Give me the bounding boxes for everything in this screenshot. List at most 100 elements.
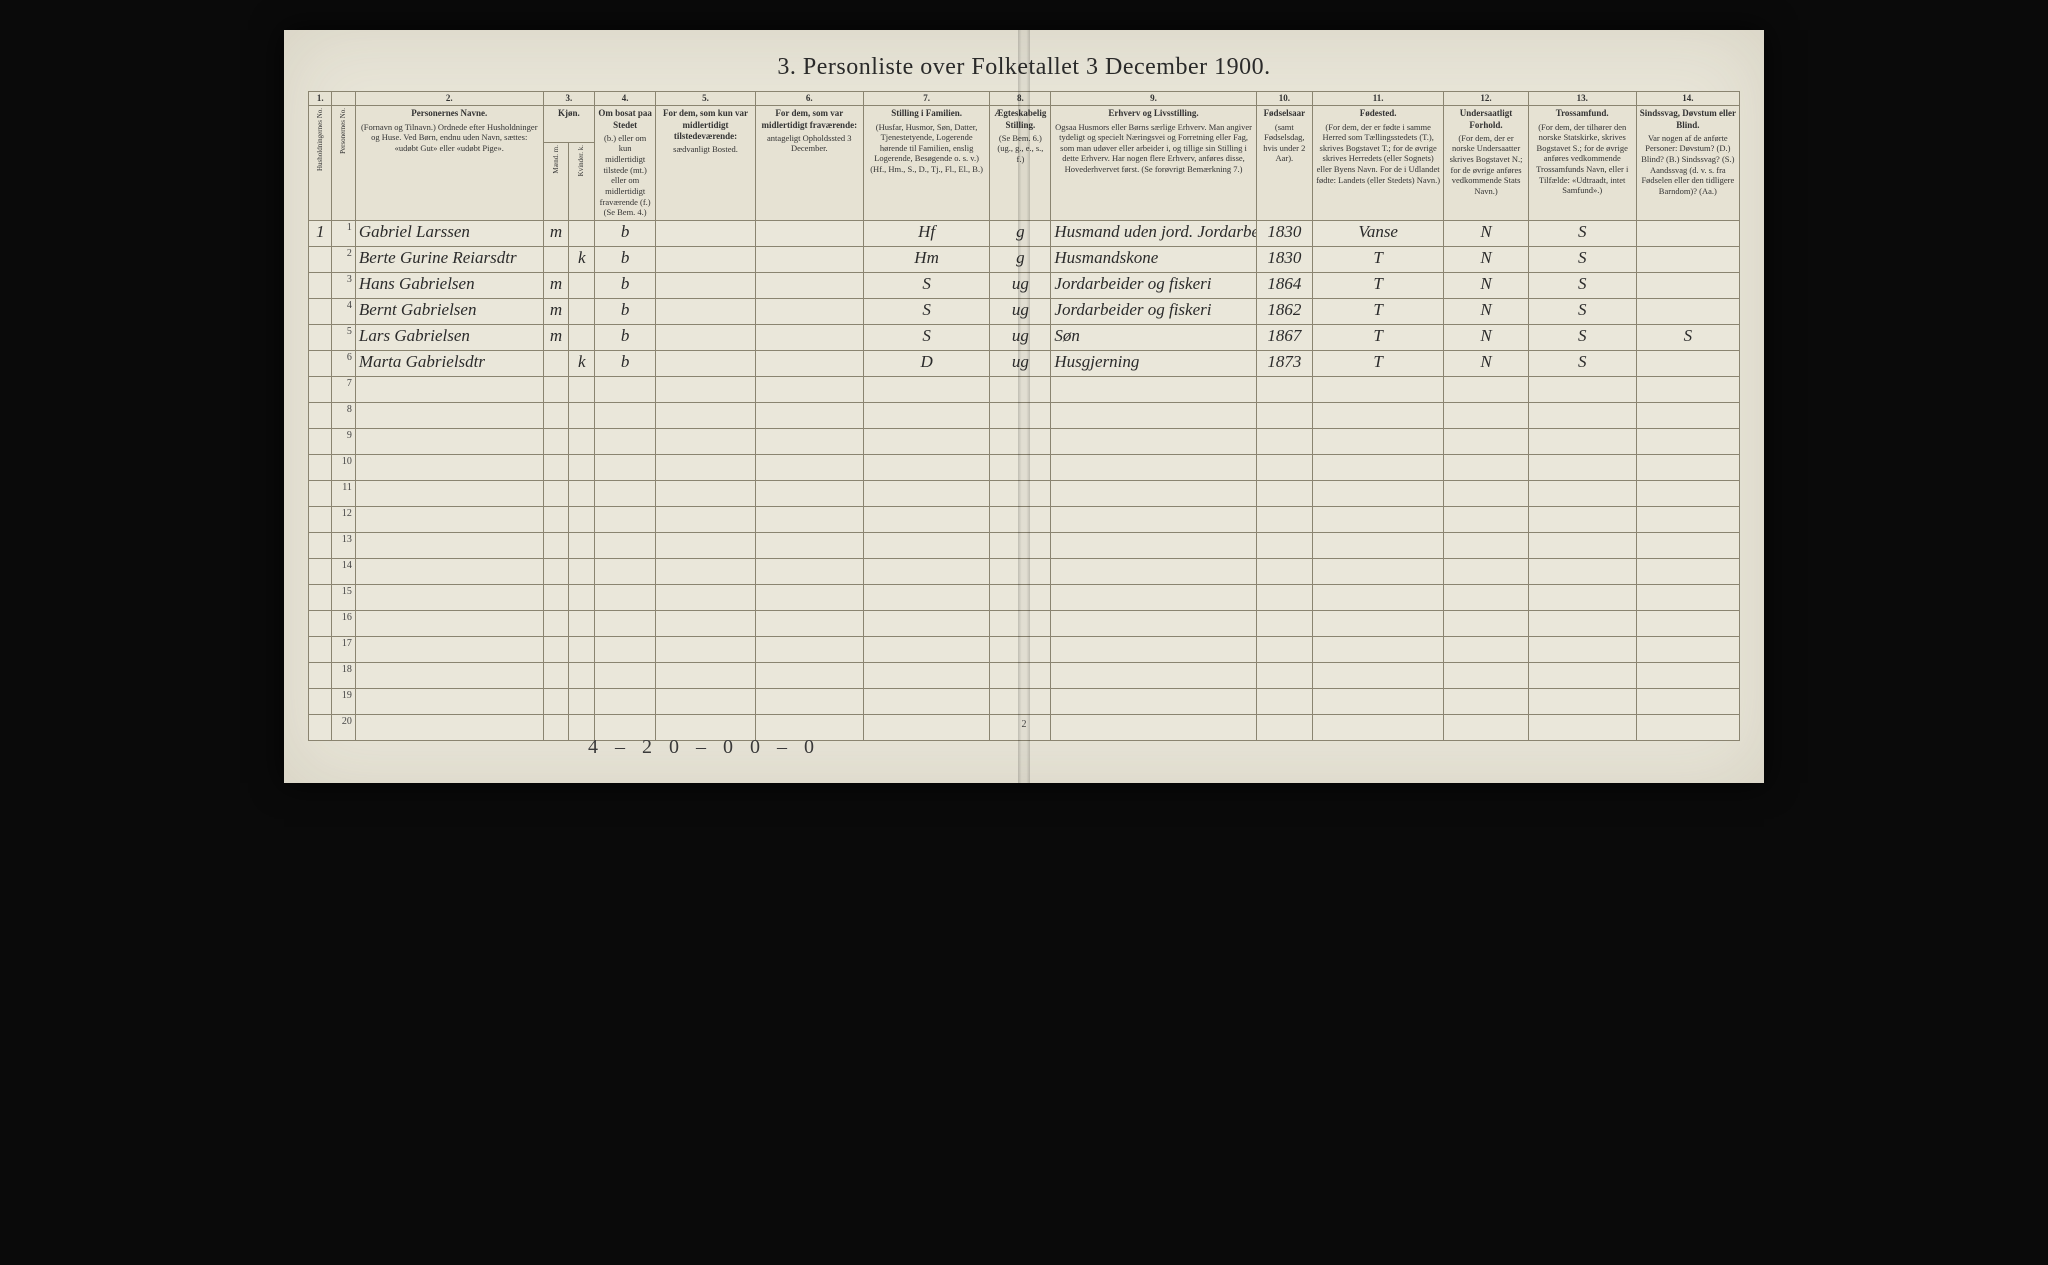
cell-empty — [990, 584, 1051, 610]
cell-empty — [1312, 584, 1443, 610]
cell-empty — [543, 636, 569, 662]
cell-empty — [1444, 480, 1528, 506]
cell-empty — [595, 532, 656, 558]
cell-empty — [569, 688, 595, 714]
cell-year: 1873 — [1256, 350, 1312, 376]
cell-empty — [1528, 480, 1636, 506]
cell-empty — [1528, 532, 1636, 558]
cell-empty: 13 — [332, 532, 355, 558]
cell-empty — [863, 532, 990, 558]
hdr-sex: Kjøn. — [543, 106, 595, 143]
cell-rel: S — [1528, 298, 1636, 324]
cell-occ: Husmandskone — [1051, 246, 1256, 272]
cell-sex_m: m — [543, 324, 569, 350]
cell-rel: S — [1528, 246, 1636, 272]
cell-empty — [1528, 558, 1636, 584]
cell-empty — [1636, 610, 1739, 636]
cell-empty — [309, 688, 332, 714]
cell-nat: N — [1444, 246, 1528, 272]
cell-empty — [656, 480, 756, 506]
page-number: 2 — [308, 719, 1740, 730]
cell-year: 1864 — [1256, 272, 1312, 298]
cell-res: b — [595, 246, 656, 272]
cell-empty — [755, 402, 863, 428]
cell-res: b — [595, 298, 656, 324]
cell-empty: 16 — [332, 610, 355, 636]
cell-empty — [656, 558, 756, 584]
cell-sex_m: m — [543, 298, 569, 324]
cell-empty — [1256, 610, 1312, 636]
cell-empty — [656, 584, 756, 610]
cell-empty — [309, 376, 332, 402]
cell-empty — [1528, 506, 1636, 532]
cell-empty — [309, 532, 332, 558]
cell-empty — [1636, 454, 1739, 480]
hdr-sex-k: Kvinder. k. — [569, 142, 595, 220]
cell-empty — [1528, 610, 1636, 636]
cell-dis — [1636, 246, 1739, 272]
cell-sex_k — [569, 272, 595, 298]
cell-empty: 9 — [332, 428, 355, 454]
cell-empty — [1256, 480, 1312, 506]
cell-nat: N — [1444, 350, 1528, 376]
cell-empty — [309, 558, 332, 584]
colnum: 5. — [656, 92, 756, 106]
cell-empty — [990, 454, 1051, 480]
table-row-empty: 15 — [309, 584, 1740, 610]
table-row-empty: 14 — [309, 558, 1740, 584]
cell-empty — [569, 454, 595, 480]
cell-empty — [1312, 376, 1443, 402]
cell-empty — [1051, 428, 1256, 454]
colnum: 4. — [595, 92, 656, 106]
cell-dis — [1636, 272, 1739, 298]
cell-empty — [1528, 428, 1636, 454]
cell-empty — [355, 480, 543, 506]
cell-dis — [1636, 220, 1739, 246]
table-row: 6Marta GabrielsdtrkbDugHusgjerning1873TN… — [309, 350, 1740, 376]
cell-name: Marta Gabrielsdtr — [355, 350, 543, 376]
cell-hh: 1 — [309, 220, 332, 246]
cell-empty — [309, 506, 332, 532]
table-row-empty: 12 — [309, 506, 1740, 532]
cell-birthplace: T — [1312, 272, 1443, 298]
cell-birthplace: T — [1312, 246, 1443, 272]
table-row-empty: 17 — [309, 636, 1740, 662]
cell-empty — [595, 584, 656, 610]
cell-no: 1 — [332, 220, 355, 246]
colnum: 9. — [1051, 92, 1256, 106]
cell-name: Hans Gabrielsen — [355, 272, 543, 298]
cell-empty — [1636, 636, 1739, 662]
cell-empty — [595, 688, 656, 714]
cell-empty — [1256, 584, 1312, 610]
cell-abs — [755, 246, 863, 272]
cell-empty — [569, 480, 595, 506]
cell-empty — [543, 662, 569, 688]
cell-empty — [1256, 376, 1312, 402]
cell-empty — [656, 688, 756, 714]
table-row-empty: 7 — [309, 376, 1740, 402]
colnum: 7. — [863, 92, 990, 106]
cell-nat: N — [1444, 220, 1528, 246]
cell-empty — [569, 506, 595, 532]
cell-empty — [1051, 662, 1256, 688]
cell-empty — [309, 454, 332, 480]
cell-empty — [863, 480, 990, 506]
cell-sex_m — [543, 246, 569, 272]
cell-empty — [755, 662, 863, 688]
cell-empty — [595, 402, 656, 428]
cell-empty — [595, 428, 656, 454]
cell-empty — [543, 428, 569, 454]
cell-abs — [755, 324, 863, 350]
cell-temp — [656, 272, 756, 298]
hdr-names: Personernes Navne. (Fornavn og Tilnavn.)… — [355, 106, 543, 221]
cell-birthplace: T — [1312, 324, 1443, 350]
cell-empty — [863, 506, 990, 532]
cell-rel: S — [1528, 350, 1636, 376]
cell-empty: 14 — [332, 558, 355, 584]
hdr-birthyear: Fødselsaar (samt Fødselsdag, hvis under … — [1256, 106, 1312, 221]
cell-empty — [1528, 454, 1636, 480]
cell-empty — [863, 402, 990, 428]
cell-name: Gabriel Larssen — [355, 220, 543, 246]
cell-res: b — [595, 324, 656, 350]
cell-empty — [1444, 636, 1528, 662]
